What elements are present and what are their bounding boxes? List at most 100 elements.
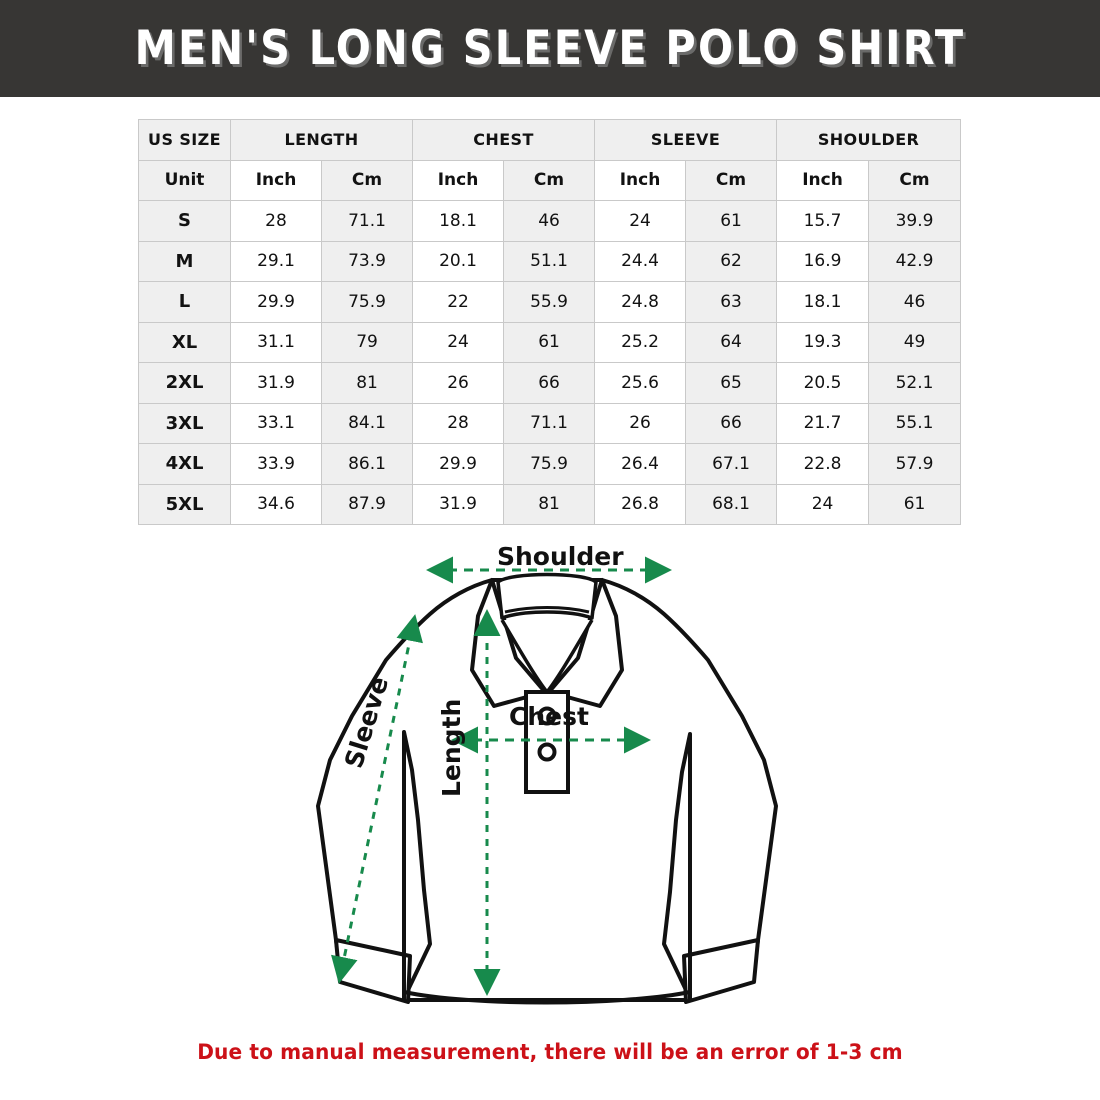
header-banner: MEN'S LONG SLEEVE POLO SHIRT — [0, 0, 1100, 97]
cell-chest-cm: 81 — [503, 483, 596, 525]
cell-shoulder-cm: 39.9 — [868, 200, 962, 242]
size-chart-table: US SIZE LENGTH CHEST SLEEVE SHOULDER Uni… — [138, 119, 962, 525]
cell-length-in: 31.1 — [230, 321, 322, 363]
unit-header-sleeve-cm: Cm — [685, 159, 778, 201]
cell-size: 2XL — [138, 362, 231, 404]
cell-sleeve-in: 24.8 — [594, 281, 687, 323]
cell-sleeve-cm: 67.1 — [685, 443, 778, 485]
column-header-us-size: US SIZE — [138, 119, 231, 161]
cell-chest-in: 22 — [412, 281, 505, 323]
cell-shoulder-in: 21.7 — [776, 402, 870, 444]
cell-chest-cm: 66 — [503, 362, 596, 404]
cell-length-in: 33.1 — [230, 402, 322, 444]
cell-size: 3XL — [138, 402, 231, 444]
cell-shoulder-in: 19.3 — [776, 321, 870, 363]
unit-header-sleeve-inch: Inch — [594, 159, 687, 201]
table-row: 2XL 31.9 81 26 66 25.6 65 20.5 52.1 — [138, 362, 962, 404]
unit-header-chest-cm: Cm — [503, 159, 596, 201]
cell-shoulder-cm: 46 — [868, 281, 962, 323]
cell-shoulder-cm: 55.1 — [868, 402, 962, 444]
cell-length-cm: 87.9 — [320, 483, 414, 525]
cell-length-cm: 71.1 — [320, 200, 414, 242]
unit-header-length-inch: Inch — [230, 159, 322, 201]
table-group-header-row: US SIZE LENGTH CHEST SLEEVE SHOULDER — [138, 119, 962, 161]
cell-sleeve-cm: 62 — [685, 240, 778, 282]
cell-shoulder-in: 18.1 — [776, 281, 870, 323]
cell-size: 4XL — [138, 443, 231, 485]
unit-header-shoulder-inch: Inch — [776, 159, 870, 201]
cell-chest-cm: 75.9 — [503, 443, 596, 485]
right-cuff — [682, 938, 760, 1004]
dimension-label-chest: Chest — [509, 702, 589, 731]
size-chart-table-container: US SIZE LENGTH CHEST SLEEVE SHOULDER Uni… — [138, 119, 962, 525]
cell-chest-in: 28 — [412, 402, 505, 444]
cell-chest-in: 31.9 — [412, 483, 505, 525]
cell-sleeve-cm: 65 — [685, 362, 778, 404]
cell-shoulder-cm: 52.1 — [868, 362, 962, 404]
cell-length-cm: 84.1 — [320, 402, 414, 444]
cell-sleeve-cm: 68.1 — [685, 483, 778, 525]
cell-sleeve-in: 26.8 — [594, 483, 687, 525]
cell-chest-in: 29.9 — [412, 443, 505, 485]
cell-size: M — [138, 240, 231, 282]
neckband-inner-line — [504, 606, 590, 614]
cell-length-cm: 86.1 — [320, 443, 414, 485]
cell-length-cm: 73.9 — [320, 240, 414, 282]
cell-length-cm: 81 — [320, 362, 414, 404]
table-row: 4XL 33.9 86.1 29.9 75.9 26.4 67.1 22.8 57.9 — [138, 443, 962, 485]
cell-sleeve-cm: 64 — [685, 321, 778, 363]
table-body: S 28 71.1 18.1 46 24 61 15.7 39.9 M 29.1 73.9 20.1 51… — [138, 200, 962, 525]
column-header-length: LENGTH — [229, 119, 414, 161]
cell-length-in: 29.1 — [230, 240, 322, 282]
column-header-shoulder: SHOULDER — [776, 119, 962, 161]
cell-chest-in: 20.1 — [412, 240, 505, 282]
cell-shoulder-in: 16.9 — [776, 240, 870, 282]
cell-shoulder-in: 15.7 — [776, 200, 870, 242]
table-head: US SIZE LENGTH CHEST SLEEVE SHOULDER Uni… — [138, 119, 962, 201]
column-header-sleeve: SLEEVE — [594, 119, 778, 161]
cell-size: XL — [138, 321, 231, 363]
cell-sleeve-in: 25.2 — [594, 321, 687, 363]
unit-header-chest-inch: Inch — [412, 159, 505, 201]
cell-shoulder-in: 24 — [776, 483, 870, 525]
cell-chest-in: 26 — [412, 362, 505, 404]
cell-length-in: 28 — [230, 200, 322, 242]
cell-sleeve-in: 26 — [594, 402, 687, 444]
garment-diagram: Shoulder Chest Length Sleeve — [0, 520, 1100, 1030]
cell-sleeve-cm: 63 — [685, 281, 778, 323]
table-row: XL 31.1 79 24 61 25.2 64 19.3 49 — [138, 321, 962, 363]
cell-shoulder-cm: 57.9 — [868, 443, 962, 485]
cell-sleeve-cm: 66 — [685, 402, 778, 444]
table-row: M 29.1 73.9 20.1 51.1 24.4 62 16.9 42.9 — [138, 240, 962, 282]
cell-sleeve-in: 26.4 — [594, 443, 687, 485]
cell-chest-in: 24 — [412, 321, 505, 363]
dimension-label-length: Length — [437, 698, 466, 797]
cell-size: L — [138, 281, 231, 323]
table-row: L 29.9 75.9 22 55.9 24.8 63 18.1 46 — [138, 281, 962, 323]
cell-sleeve-in: 24 — [594, 200, 687, 242]
cell-size: 5XL — [138, 483, 231, 525]
cell-shoulder-in: 22.8 — [776, 443, 870, 485]
cell-chest-cm: 51.1 — [503, 240, 596, 282]
sleeve-arrow — [331, 614, 423, 984]
button-bottom — [537, 742, 557, 762]
unit-header-unit: Unit — [138, 159, 231, 201]
cell-sleeve-in: 25.6 — [594, 362, 687, 404]
table-row: 3XL 33.1 84.1 28 71.1 26 66 21.7 55.1 — [138, 402, 962, 444]
cell-length-in: 33.9 — [230, 443, 322, 485]
cell-length-cm: 79 — [320, 321, 414, 363]
table-row: S 28 71.1 18.1 46 24 61 15.7 39.9 — [138, 200, 962, 242]
cell-sleeve-cm: 61 — [685, 200, 778, 242]
cell-chest-cm: 71.1 — [503, 402, 596, 444]
page-title: MEN'S LONG SLEEVE POLO SHIRT — [134, 21, 966, 76]
unit-header-shoulder-cm: Cm — [868, 159, 962, 201]
cell-chest-in: 18.1 — [412, 200, 505, 242]
bottom-hem — [402, 990, 692, 1005]
unit-header-length-cm: Cm — [320, 159, 414, 201]
cell-chest-cm: 46 — [503, 200, 596, 242]
table-row: 5XL 34.6 87.9 31.9 81 26.8 68.1 24 61 — [138, 483, 962, 525]
cell-size: S — [138, 200, 231, 242]
cell-length-in: 31.9 — [230, 362, 322, 404]
cell-length-cm: 75.9 — [320, 281, 414, 323]
button-top — [537, 706, 557, 726]
